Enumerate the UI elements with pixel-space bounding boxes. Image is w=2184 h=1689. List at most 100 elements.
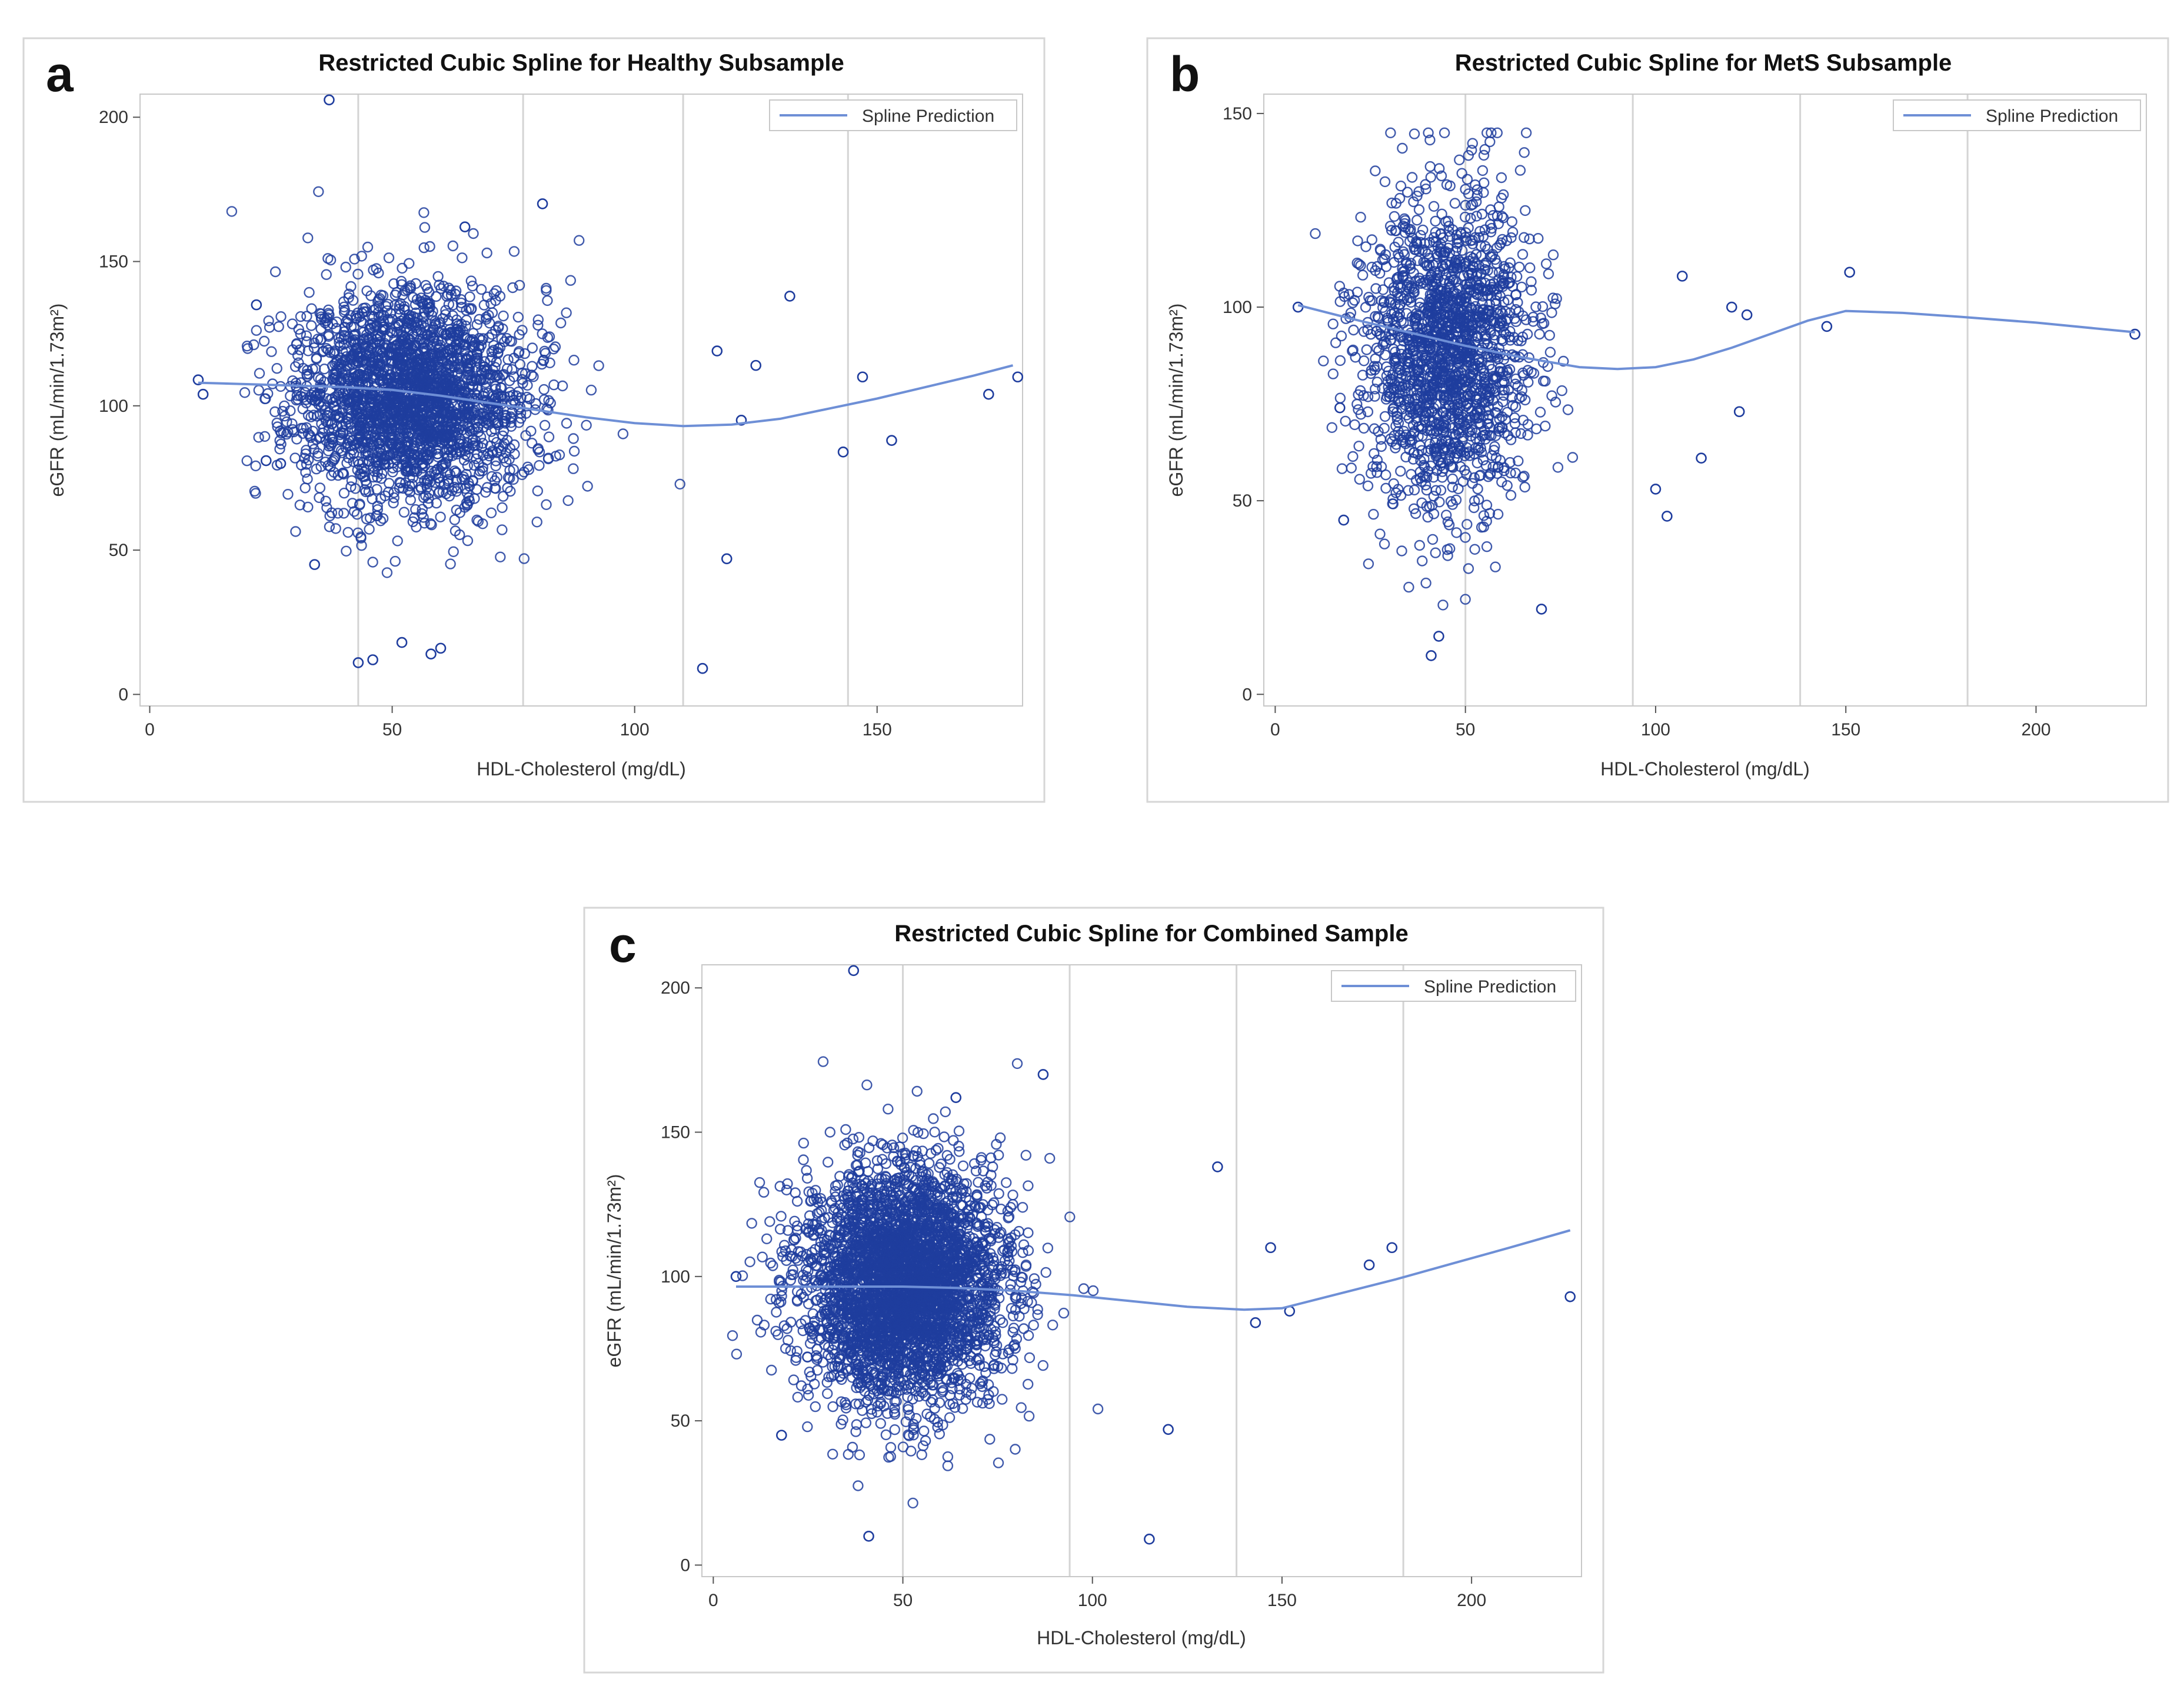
scatter-point xyxy=(311,352,322,364)
scatter-point xyxy=(407,372,418,384)
scatter-point xyxy=(440,305,451,316)
scatter-point xyxy=(457,339,469,350)
panel-b-letter: b xyxy=(1170,46,1200,102)
scatter-point xyxy=(454,438,465,449)
panel-b-x-tick-label-0: 0 xyxy=(1270,720,1280,739)
scatter-point xyxy=(423,368,435,380)
scatter-point xyxy=(377,513,389,524)
scatter-point xyxy=(322,253,334,264)
scatter-point xyxy=(319,405,331,416)
scatter-point xyxy=(491,437,502,448)
scatter-point xyxy=(259,431,271,442)
scatter-point xyxy=(302,501,314,513)
scatter-point xyxy=(525,425,537,437)
scatter-point xyxy=(355,468,367,480)
scatter-point xyxy=(364,323,375,334)
scatter-point xyxy=(361,513,372,525)
scatter-point xyxy=(348,506,360,517)
scatter-point xyxy=(315,374,327,385)
scatter-point xyxy=(491,285,502,297)
scatter-point xyxy=(301,371,313,382)
scatter-point xyxy=(338,508,349,519)
scatter-point xyxy=(290,526,301,537)
scatter-point xyxy=(507,282,518,294)
scatter-point xyxy=(344,288,355,299)
scatter-point xyxy=(345,432,357,444)
scatter-point xyxy=(617,428,629,439)
scatter-point xyxy=(329,367,341,379)
scatter-point xyxy=(291,434,302,445)
scatter-point xyxy=(363,347,374,358)
scatter-point xyxy=(318,423,329,434)
panel-b-y-axis-label: eGFR (mL/min/1.73m²) xyxy=(1166,304,1187,497)
scatter-point xyxy=(561,418,572,429)
panel-c-x-tick-label-2: 100 xyxy=(1078,1591,1107,1610)
scatter-point xyxy=(398,507,410,518)
scatter-point xyxy=(520,368,531,379)
scatter-point xyxy=(295,377,307,388)
scatter-point xyxy=(365,434,376,445)
scatter-point xyxy=(1408,196,1419,208)
panel-a-observed-point-15 xyxy=(750,359,762,371)
scatter-point xyxy=(368,264,379,276)
scatter-point xyxy=(478,421,490,433)
panel-a-y-tick-label-4: 200 xyxy=(99,108,128,127)
scatter-point xyxy=(539,419,551,431)
scatter-point xyxy=(386,343,398,354)
scatter-point xyxy=(411,521,422,533)
scatter-point xyxy=(431,291,442,302)
scatter-point xyxy=(299,452,310,464)
scatter-point xyxy=(1454,154,1465,165)
scatter-point xyxy=(1447,473,1459,485)
scatter-point xyxy=(260,393,271,404)
scatter-point xyxy=(362,241,374,253)
scatter-point xyxy=(1414,539,1426,551)
scatter-point xyxy=(542,295,553,307)
scatter-point xyxy=(585,384,597,396)
scatter-point xyxy=(532,314,544,325)
scatter-point xyxy=(405,402,417,414)
scatter-point xyxy=(348,381,360,392)
scatter-point xyxy=(250,488,261,499)
scatter-point xyxy=(386,424,397,435)
scatter-point xyxy=(497,502,508,514)
scatter-point xyxy=(495,445,507,457)
scatter-point xyxy=(452,326,463,337)
scatter-point xyxy=(531,517,542,528)
scatter-point xyxy=(489,482,501,494)
scatter-point xyxy=(352,307,364,319)
scatter-point xyxy=(1519,394,1531,406)
scatter-point xyxy=(341,351,352,362)
scatter-point xyxy=(543,395,554,406)
scatter-point xyxy=(254,368,265,379)
panel-a-observed-point-23 xyxy=(459,221,471,232)
scatter-point xyxy=(338,296,349,308)
scatter-point xyxy=(451,467,462,478)
panel-a-observed-point-3 xyxy=(396,637,408,648)
scatter-point xyxy=(1459,211,1471,223)
scatter-point xyxy=(253,432,264,443)
scatter-point xyxy=(367,557,378,568)
scatter-point xyxy=(479,361,490,372)
scatter-point xyxy=(494,291,506,302)
scatter-point xyxy=(418,207,430,218)
panel-a-x-tick-label-1: 50 xyxy=(382,720,402,739)
scatter-point xyxy=(514,329,525,340)
scatter-point xyxy=(470,435,481,447)
scatter-point xyxy=(342,317,354,329)
scatter-point xyxy=(568,463,579,474)
scatter-point xyxy=(505,417,517,428)
scatter-point xyxy=(440,346,451,357)
scatter-point xyxy=(568,433,579,444)
scatter-point xyxy=(430,387,441,398)
panel-c-x-tick-label-1: 50 xyxy=(893,1591,913,1610)
scatter-point xyxy=(493,322,504,333)
scatter-point xyxy=(328,401,339,412)
scatter-point xyxy=(461,408,472,419)
scatter-point xyxy=(377,468,388,479)
scatter-point xyxy=(499,415,510,427)
panel-a-x-tick-label-2: 100 xyxy=(620,720,650,739)
scatter-point xyxy=(421,432,432,444)
scatter-point xyxy=(463,387,474,399)
scatter-point xyxy=(417,504,428,515)
